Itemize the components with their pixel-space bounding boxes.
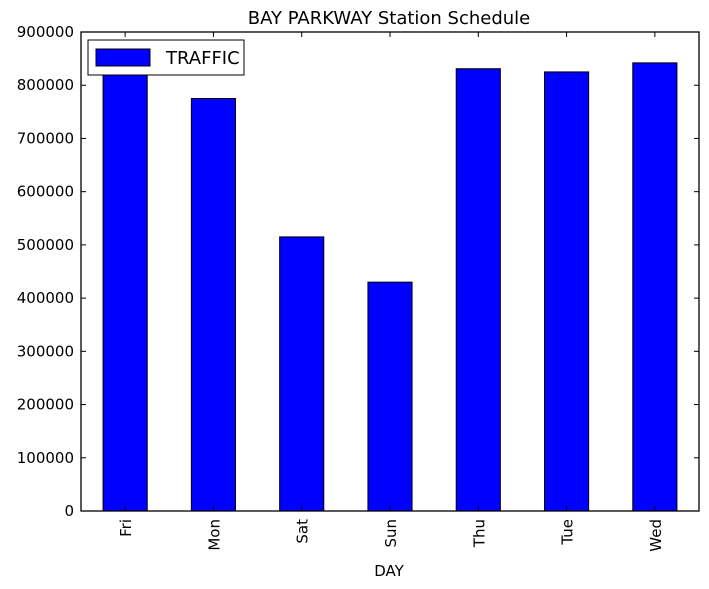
- bar-tue: [544, 71, 590, 512]
- y-tick-label: 500000: [17, 236, 74, 254]
- chart-title: BAY PARKWAY Station Schedule: [248, 8, 531, 29]
- legend: TRAFFIC: [87, 39, 245, 76]
- y-tick-label: 800000: [17, 76, 74, 94]
- bars-layer: [102, 62, 678, 512]
- y-tick-label: 0: [64, 502, 74, 520]
- x-tick-label: Tue: [559, 519, 577, 546]
- y-tick-label: 900000: [17, 23, 74, 41]
- legend-swatch: [95, 48, 151, 67]
- y-tick-label: 400000: [17, 289, 74, 307]
- y-axis: 0 100000 200000 300000 400000 500000 600000 700…: [17, 23, 699, 520]
- x-axis: Fri Mon Sat Sun Thu Tue Wed: [117, 32, 665, 552]
- bar-thu: [455, 68, 501, 512]
- x-tick-label: Sat: [294, 519, 312, 544]
- x-tick-label: Wed: [647, 519, 665, 552]
- legend-label-traffic: TRAFFIC: [165, 48, 240, 69]
- y-tick-label: 300000: [17, 342, 74, 360]
- bar-mon: [190, 98, 237, 512]
- y-tick-label: 100000: [17, 449, 74, 467]
- x-axis-label: DAY: [374, 562, 404, 580]
- bar-sun: [367, 281, 413, 512]
- x-tick-label: Mon: [205, 519, 223, 551]
- x-tick-label: Fri: [117, 519, 135, 537]
- y-tick-label: 200000: [17, 396, 74, 414]
- bar-sat: [279, 236, 325, 512]
- x-tick-label: Sun: [382, 519, 400, 548]
- x-tick-label: Thu: [470, 519, 488, 548]
- y-tick-label: 600000: [17, 183, 74, 201]
- y-tick-label: 700000: [17, 129, 74, 147]
- bar-wed: [632, 62, 678, 512]
- bar-fri: [102, 74, 148, 512]
